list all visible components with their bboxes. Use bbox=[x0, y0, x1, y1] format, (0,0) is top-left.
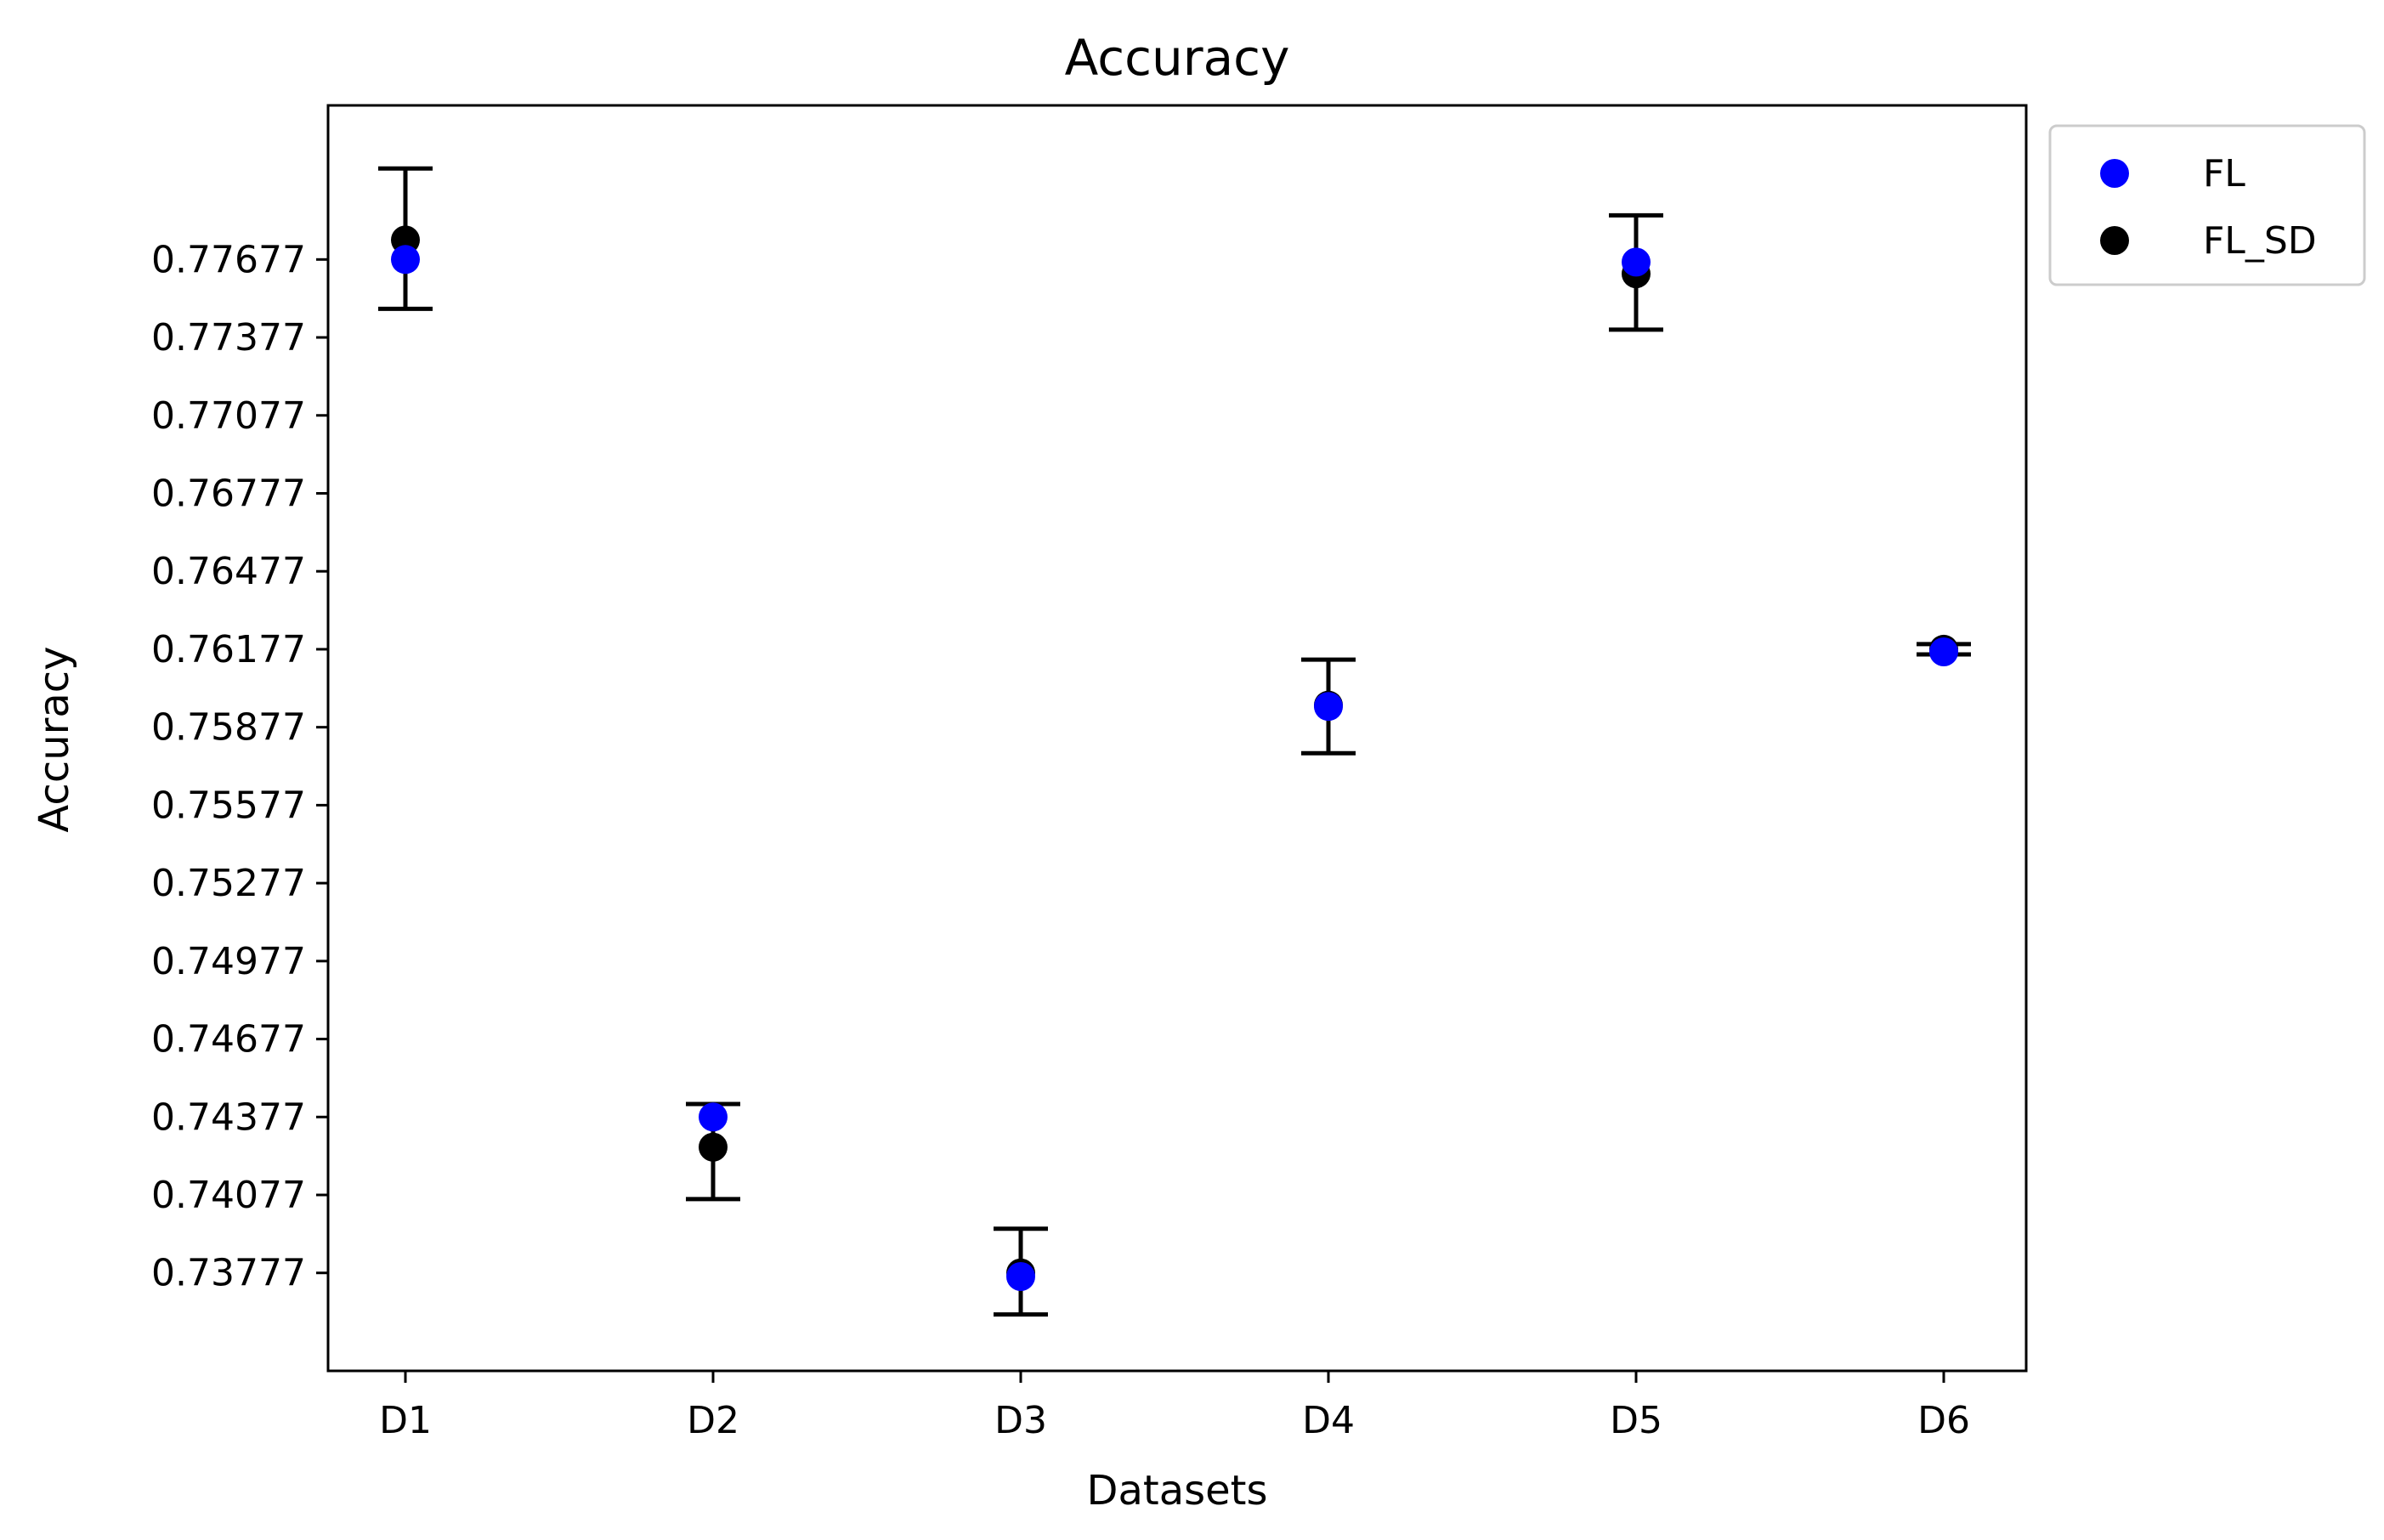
y-tick-label: 0.77677 bbox=[151, 238, 306, 281]
x-tick-label: D5 bbox=[1610, 1399, 1662, 1442]
x-axis: D1 D2 D3 D4 D5 D6 bbox=[379, 1371, 1970, 1442]
legend: FL FL_SD bbox=[2048, 124, 2366, 286]
y-tick-label: 0.76477 bbox=[151, 550, 306, 593]
point-fl bbox=[391, 245, 420, 275]
y-tick-label: 0.77077 bbox=[151, 394, 306, 438]
y-tick-label: 0.77377 bbox=[151, 316, 306, 360]
plot-area bbox=[326, 104, 2028, 1373]
point-fl bbox=[1929, 637, 1958, 666]
y-tick-label: 0.75577 bbox=[151, 784, 306, 827]
y-tick-label: 0.76177 bbox=[151, 628, 306, 671]
legend-box bbox=[2048, 124, 2366, 286]
y-tick-label: 0.74677 bbox=[151, 1018, 306, 1062]
legend-marker-fl bbox=[2100, 159, 2129, 188]
point-fl bbox=[1006, 1262, 1035, 1292]
y-tick-label: 0.74977 bbox=[151, 940, 306, 983]
legend-label-fl: FL bbox=[2203, 152, 2245, 195]
x-tick-label: D1 bbox=[379, 1399, 432, 1442]
x-tick-label: D4 bbox=[1302, 1399, 1355, 1442]
point-fl-sd bbox=[699, 1132, 728, 1162]
y-tick-label: 0.74077 bbox=[151, 1174, 306, 1217]
data-points bbox=[391, 225, 1958, 1292]
y-axis: 0.73777 0.74077 0.74377 0.74677 0.74977 0.752… bbox=[151, 238, 328, 1295]
point-fl bbox=[1314, 692, 1343, 722]
legend-label-fl-sd: FL_SD bbox=[2203, 219, 2317, 263]
chart-title: Accuracy bbox=[1065, 29, 1290, 87]
y-tick-label: 0.75877 bbox=[151, 706, 306, 750]
error-bars bbox=[378, 166, 1971, 1317]
point-fl bbox=[1622, 247, 1651, 277]
x-tick-label: D2 bbox=[687, 1399, 739, 1442]
x-tick-label: D6 bbox=[1917, 1399, 1970, 1442]
x-axis-label: Datasets bbox=[1087, 1467, 1268, 1515]
y-tick-label: 0.74377 bbox=[151, 1096, 306, 1139]
y-axis-label: Accuracy bbox=[31, 646, 78, 832]
y-tick-label: 0.76777 bbox=[151, 472, 306, 515]
legend-marker-fl-sd bbox=[2100, 226, 2129, 255]
y-tick-label: 0.73777 bbox=[151, 1252, 306, 1295]
y-tick-label: 0.75277 bbox=[151, 862, 306, 905]
x-tick-label: D3 bbox=[994, 1399, 1047, 1442]
point-fl bbox=[699, 1102, 728, 1132]
